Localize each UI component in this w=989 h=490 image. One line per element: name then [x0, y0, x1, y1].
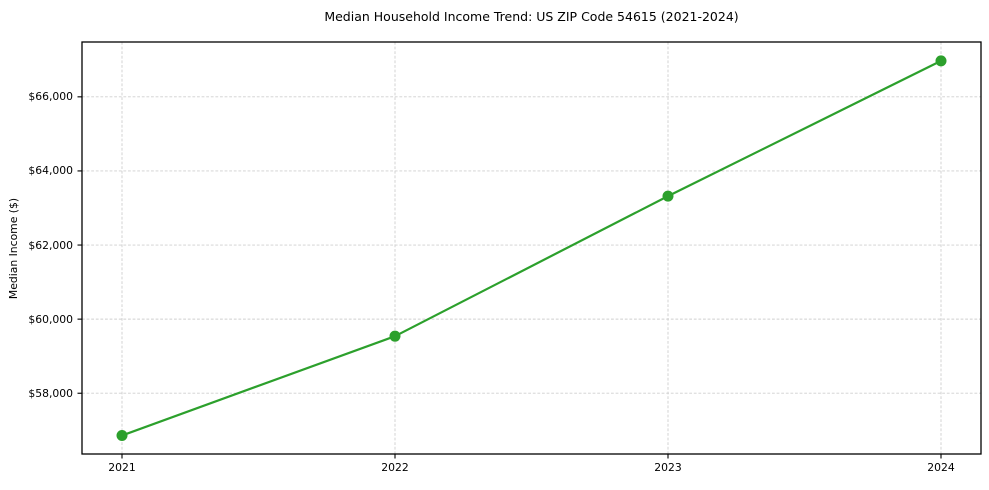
data-point-marker — [935, 55, 947, 67]
y-tick-label: $64,000 — [28, 164, 73, 178]
x-tick-label: 2022 — [381, 461, 409, 474]
chart-title: Median Household Income Trend: US ZIP Co… — [324, 9, 739, 24]
x-tick-label: 2023 — [654, 461, 682, 474]
x-tick-label: 2024 — [927, 461, 955, 474]
x-tick-label: 2021 — [108, 461, 136, 474]
y-tick-label: $66,000 — [28, 90, 73, 104]
plot-border — [81, 41, 982, 455]
y-tick-label: $62,000 — [28, 238, 73, 252]
data-point-marker — [662, 190, 674, 202]
data-point-marker — [389, 330, 401, 342]
trend-line — [120, 59, 943, 437]
data-point-marker — [116, 429, 128, 441]
y-tick-label: $58,000 — [28, 386, 73, 400]
y-tick-label: $60,000 — [28, 312, 73, 326]
